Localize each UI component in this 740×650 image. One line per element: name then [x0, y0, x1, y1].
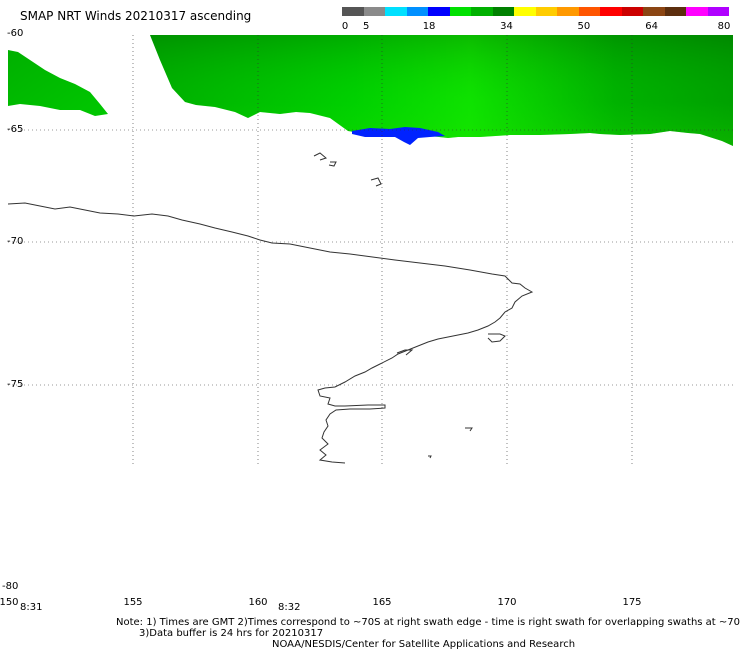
- color-scale-label: 0: [341, 21, 349, 32]
- wind-swath-main: [150, 35, 733, 146]
- color-scale-swatch: [492, 7, 514, 16]
- lon-label: 155: [123, 597, 143, 608]
- color-scale-swatch: [643, 7, 665, 16]
- color-scale-label: 5: [363, 21, 370, 32]
- swath-time-label: 8:32: [278, 602, 301, 613]
- lat-label: -70: [7, 236, 24, 247]
- lon-label: 175: [622, 597, 642, 608]
- wind-speed-color-scale: [342, 7, 729, 16]
- map-title: SMAP NRT Winds 20210317 ascending: [20, 9, 252, 23]
- swath-time-label: 8:31: [20, 602, 43, 613]
- color-scale-label: 34: [500, 21, 513, 32]
- color-scale-swatch: [557, 7, 579, 16]
- color-scale-swatch: [600, 7, 622, 16]
- color-scale-swatch: [535, 7, 557, 16]
- color-scale-swatch: [514, 7, 536, 16]
- footnote-credit: NOAA/NESDIS/Center for Satellite Applica…: [272, 639, 576, 650]
- wind-swath-blue-patch: [352, 127, 445, 145]
- footnote-line-2: 3)Data buffer is 24 hrs for 20210317: [139, 628, 324, 639]
- color-scale-swatch: [471, 7, 493, 16]
- lon-label: 170: [497, 597, 517, 608]
- lon-label: 165: [372, 597, 392, 608]
- lat-label: -80: [2, 581, 19, 592]
- lat-label: -60: [7, 28, 24, 39]
- color-scale-swatch: [707, 7, 729, 16]
- footnote-line-1: Note: 1) Times are GMT 2)Times correspon…: [116, 617, 740, 628]
- lat-lon-grid: [8, 35, 733, 465]
- color-scale-swatch: [449, 7, 471, 16]
- color-scale-swatch: [621, 7, 643, 16]
- color-scale-swatch: [428, 7, 450, 16]
- lon-label: 150: [0, 597, 19, 608]
- lon-label: 160: [248, 597, 268, 608]
- lat-label: -65: [7, 124, 24, 135]
- color-scale-swatch: [686, 7, 708, 16]
- wind-swath-left: [8, 50, 108, 116]
- color-scale-swatch: [578, 7, 600, 16]
- color-scale-label: 18: [422, 21, 436, 32]
- color-scale-label: 50: [577, 21, 591, 32]
- coastline: [7, 152, 534, 464]
- color-scale-label: 64: [645, 21, 658, 32]
- lat-label: -75: [7, 379, 24, 390]
- color-scale-swatch: [342, 7, 364, 16]
- color-scale-swatch: [363, 7, 385, 16]
- color-scale-swatch: [664, 7, 686, 16]
- color-scale-swatch: [385, 7, 407, 16]
- color-scale-label: 80: [717, 21, 731, 32]
- color-scale-swatch: [406, 7, 428, 16]
